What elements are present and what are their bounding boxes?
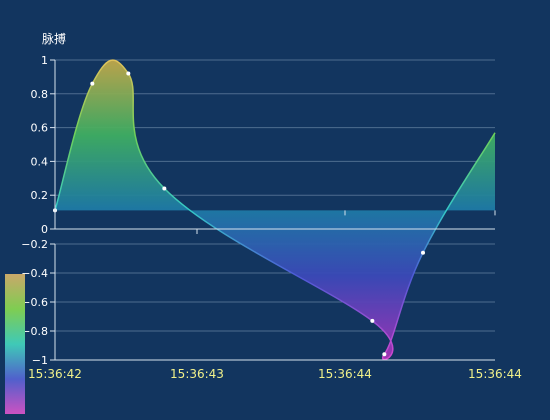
visual-map-bar[interactable] xyxy=(5,274,25,414)
y-tick-label: 0 xyxy=(41,223,48,236)
data-point xyxy=(126,71,131,76)
x-tick-label: 15:36:44 xyxy=(318,367,372,381)
y-tick-label: 0.4 xyxy=(31,155,49,168)
y-tick-label: −0.4 xyxy=(21,267,48,280)
series-area xyxy=(55,60,495,360)
series-line xyxy=(54,59,496,361)
y-tick-label: −0.2 xyxy=(21,238,48,251)
x-tick-label: 15:36:44 xyxy=(468,367,522,381)
y-tick-label: −1 xyxy=(32,354,48,367)
y-tick-label: 1 xyxy=(41,54,48,67)
y-tick-labels: 1 0.8 0.6 0.4 0.2 0 −0.2 −0.4 −0.6 −0.8 −1 xyxy=(21,54,48,367)
data-point xyxy=(421,250,425,255)
data-point xyxy=(382,352,387,357)
y-axis-title: 脉搏 xyxy=(42,31,66,46)
y-tick-label: 0.2 xyxy=(31,189,49,202)
axes xyxy=(50,59,496,361)
y-tick-label: −0.6 xyxy=(21,296,48,309)
y-tick-label: 0.8 xyxy=(31,88,49,101)
data-point xyxy=(370,318,375,323)
data-point xyxy=(162,186,167,191)
y-tick-label: 0.6 xyxy=(31,122,49,135)
y-tick-label: −0.8 xyxy=(21,325,48,338)
x-tick-label: 15:36:43 xyxy=(170,367,224,381)
x-tick-labels: 15:36:42 15:36:43 15:36:44 15:36:44 xyxy=(28,367,522,381)
data-point xyxy=(90,81,95,86)
x-tick-label: 15:36:42 xyxy=(28,367,82,381)
